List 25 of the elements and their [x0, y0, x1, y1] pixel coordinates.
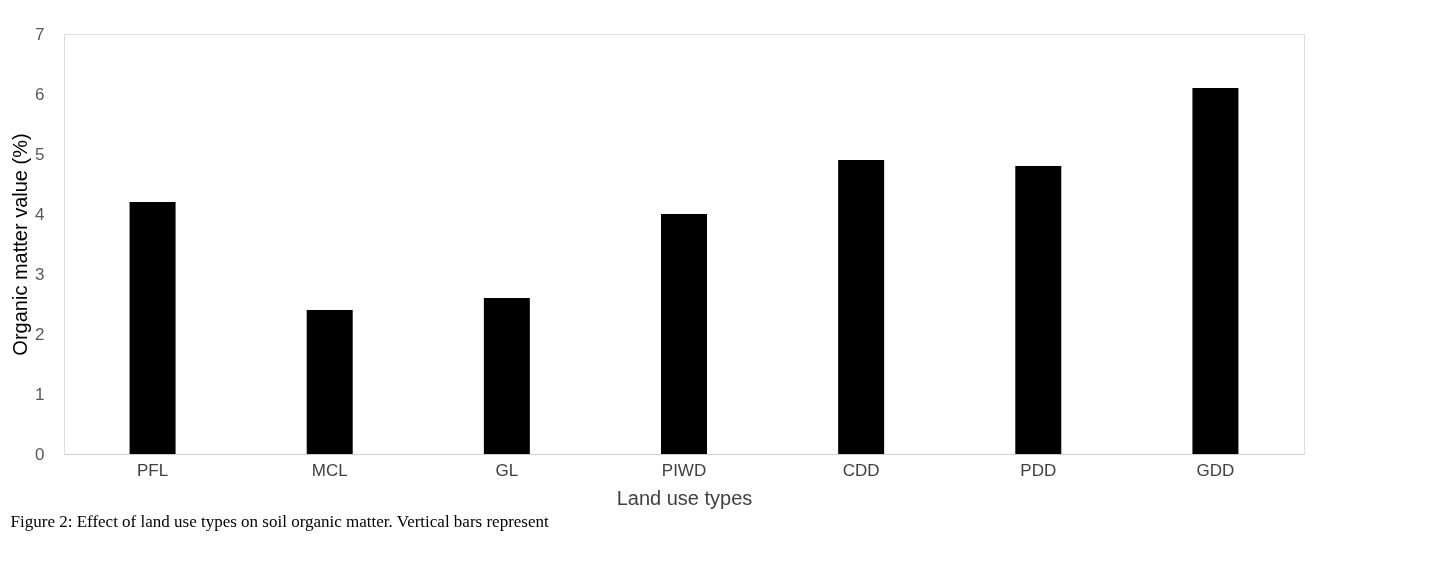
caption: Figure 2: Effect of land use types on soil organic matter. Vertical bars represent — [10, 512, 549, 531]
y-tick-label: 2 — [35, 324, 45, 344]
x-axis-title: Land use types — [616, 486, 753, 509]
x-tick-label: GL — [495, 460, 519, 480]
y-tick-label: 7 — [35, 24, 45, 44]
bar — [1192, 88, 1239, 454]
y-tick-label: 3 — [35, 264, 45, 284]
x-tick-label: PDD — [1020, 460, 1057, 480]
x-tick-label: PIWD — [661, 460, 707, 480]
bar — [306, 310, 353, 454]
y-tick-label: 5 — [35, 144, 45, 164]
y-tick-label: 4 — [35, 204, 45, 224]
y-tick-label: 1 — [35, 384, 45, 404]
x-tick-label: PFL — [136, 460, 169, 480]
bar — [661, 214, 707, 454]
bar — [838, 160, 885, 454]
y-tick-label: 6 — [35, 84, 45, 104]
x-tick-label: GDD — [1196, 460, 1235, 480]
x-tick-label: MCL — [311, 460, 348, 480]
bar — [483, 298, 530, 454]
y-axis-title: Organic matter value (%) — [9, 133, 32, 356]
y-tick-label: 0 — [35, 444, 45, 464]
bar — [129, 202, 176, 454]
bar — [1015, 166, 1062, 454]
x-tick-label: CDD — [842, 460, 880, 480]
